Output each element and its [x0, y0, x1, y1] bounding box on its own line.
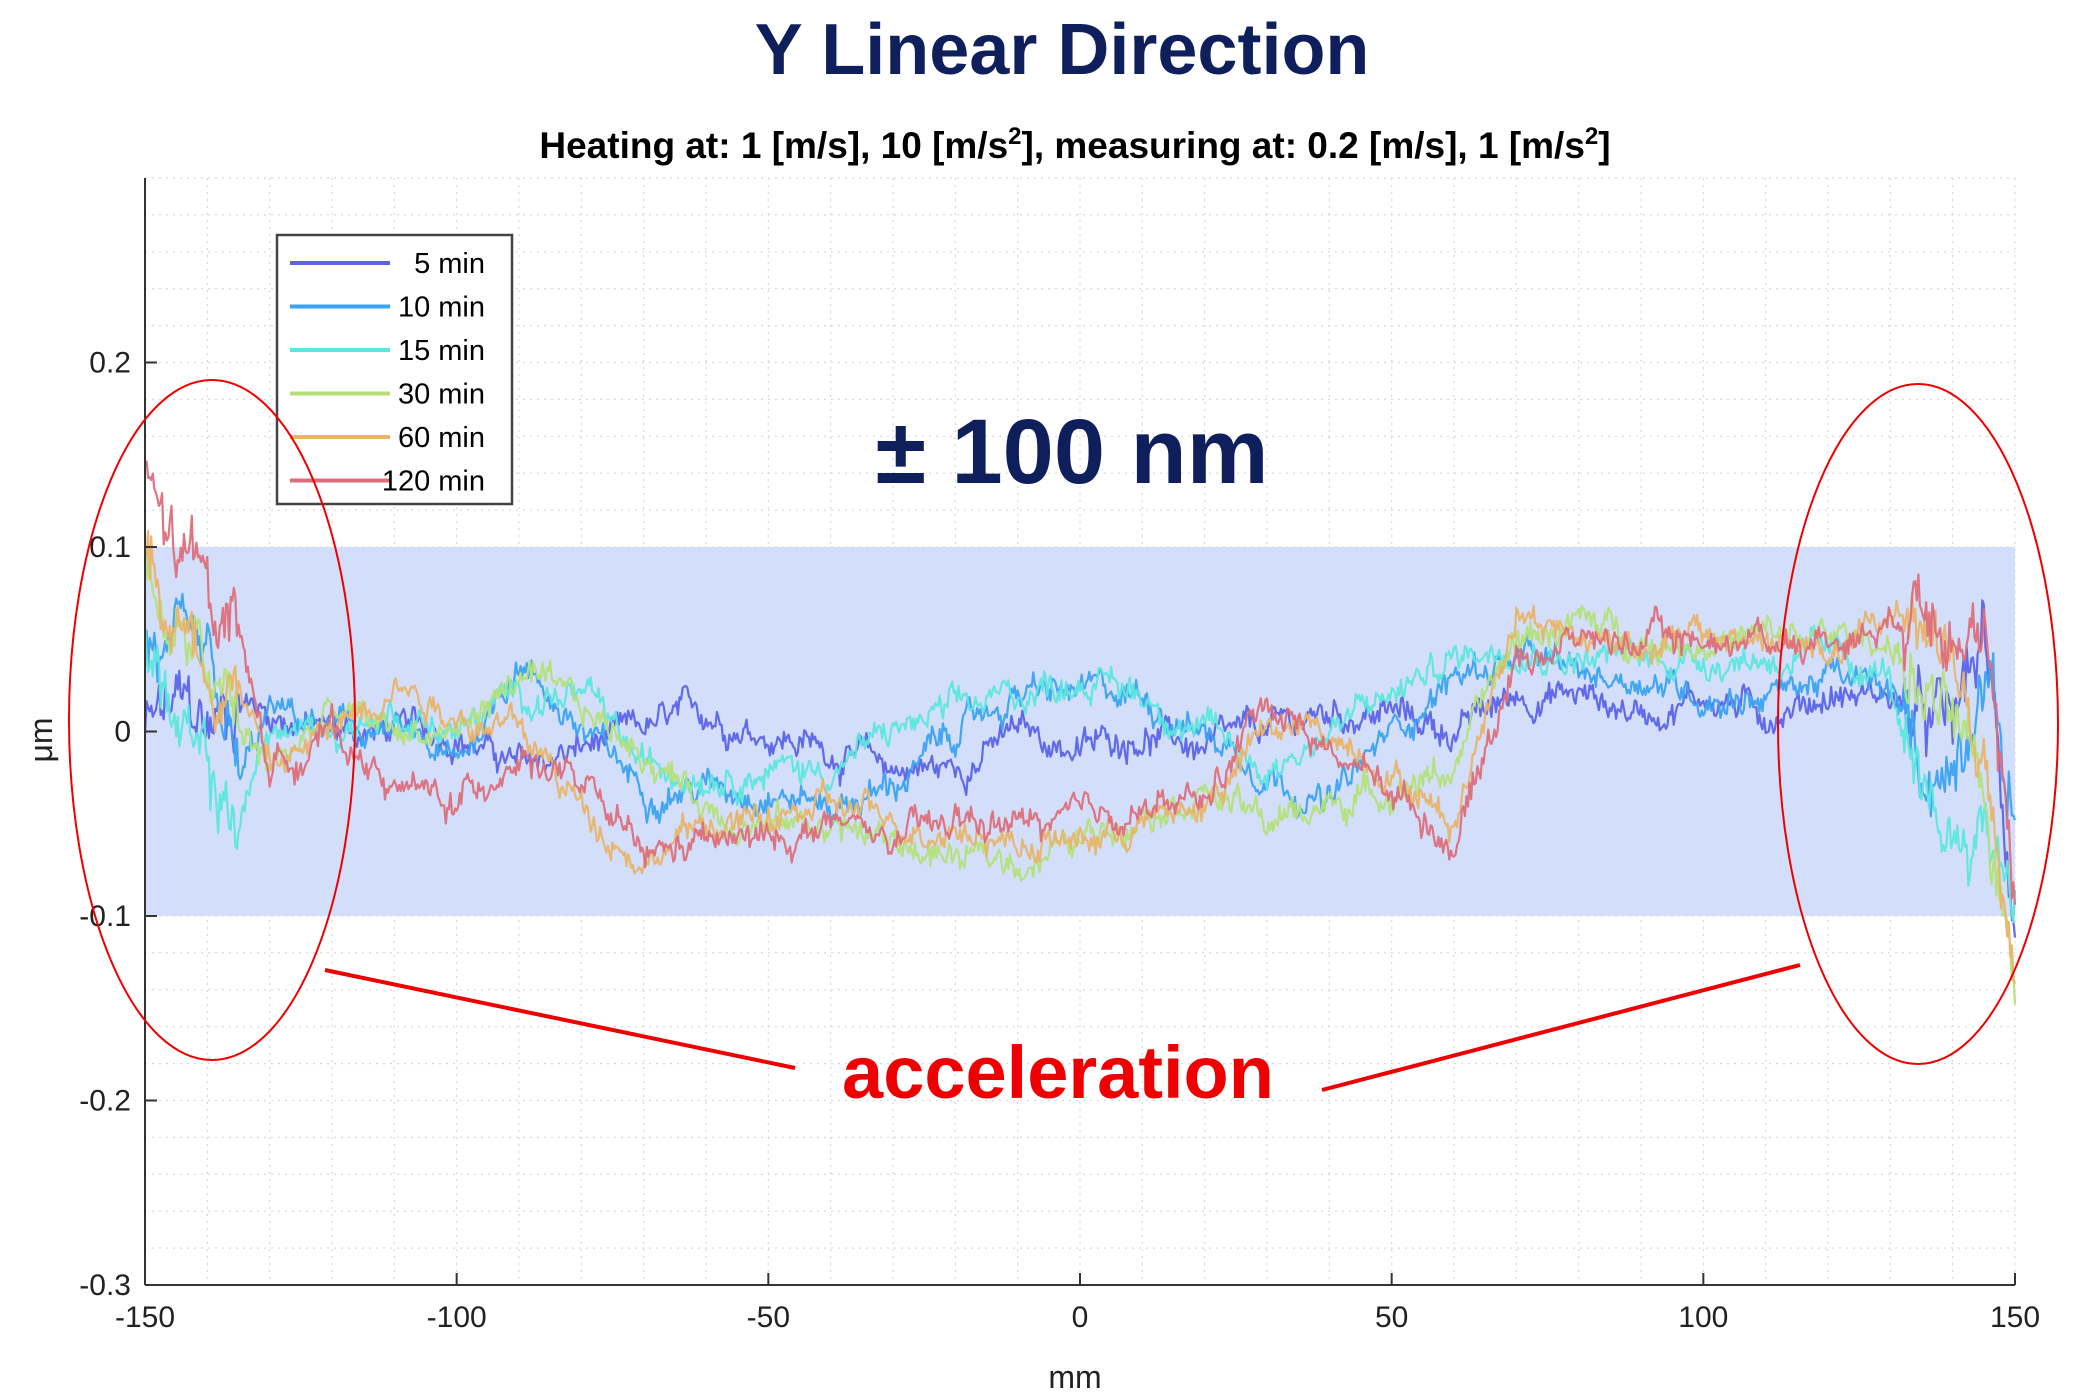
left-pointer-line: [324, 968, 796, 1070]
acceleration-label: acceleration: [842, 1031, 1274, 1114]
legend-label: 5 min: [414, 248, 485, 280]
chart-subtitle: Heating at: 1 [m/s], 10 [m/s2], measurin…: [539, 123, 1610, 166]
chart-title: Y Linear Direction: [755, 10, 1370, 90]
series-line: [143, 551, 2017, 1004]
y-tick-label: -0.2: [79, 1085, 131, 1118]
x-tick-labels: -150 -100 -50 0 50 100 150: [115, 1301, 2040, 1334]
y-tick-label: 0.2: [89, 347, 131, 380]
x-tick-label: 150: [1990, 1301, 2040, 1334]
series-line: [143, 599, 2017, 938]
legend-label: 30 min: [398, 379, 485, 411]
x-tick-label: 50: [1375, 1301, 1408, 1334]
acceleration-annotation: acceleration: [68, 379, 2059, 1114]
x-tick-label: -50: [747, 1301, 790, 1334]
y-tick-label: -0.1: [79, 900, 131, 933]
legend-label: 15 min: [398, 335, 485, 367]
x-tick-label: -150: [115, 1301, 175, 1334]
band-label: ± 100 nm: [875, 401, 1268, 503]
x-tick-label: 0: [1072, 1301, 1089, 1334]
legend: 5 min 10 min 15 min 30 min 60 min 120 min: [275, 233, 514, 506]
y-tick-labels: -0.3 -0.2 -0.1 0 0.1 0.2: [79, 347, 131, 1303]
legend-label: 10 min: [398, 292, 485, 324]
right-pointer-line: [1321, 963, 1801, 1092]
right-acceleration-ellipse: [1777, 383, 2059, 1065]
x-tick-label: -100: [427, 1301, 487, 1334]
x-tick-label: 100: [1678, 1301, 1728, 1334]
legend-label: 120 min: [382, 466, 485, 498]
x-axis-label: mm: [1048, 1359, 1101, 1395]
series-layer: [143, 460, 2017, 1004]
y-tick-label: 0: [114, 716, 131, 749]
legend-box: [275, 233, 514, 506]
y-tick-label: 0.1: [89, 531, 131, 564]
axes: [144, 178, 2016, 1286]
y-tick-label: -0.3: [79, 1269, 131, 1302]
series-line: [143, 460, 2017, 905]
left-acceleration-ellipse: [68, 379, 356, 1061]
series-line: [143, 529, 2017, 985]
legend-label: 60 min: [398, 422, 485, 454]
y-axis-label: μm: [23, 717, 59, 762]
